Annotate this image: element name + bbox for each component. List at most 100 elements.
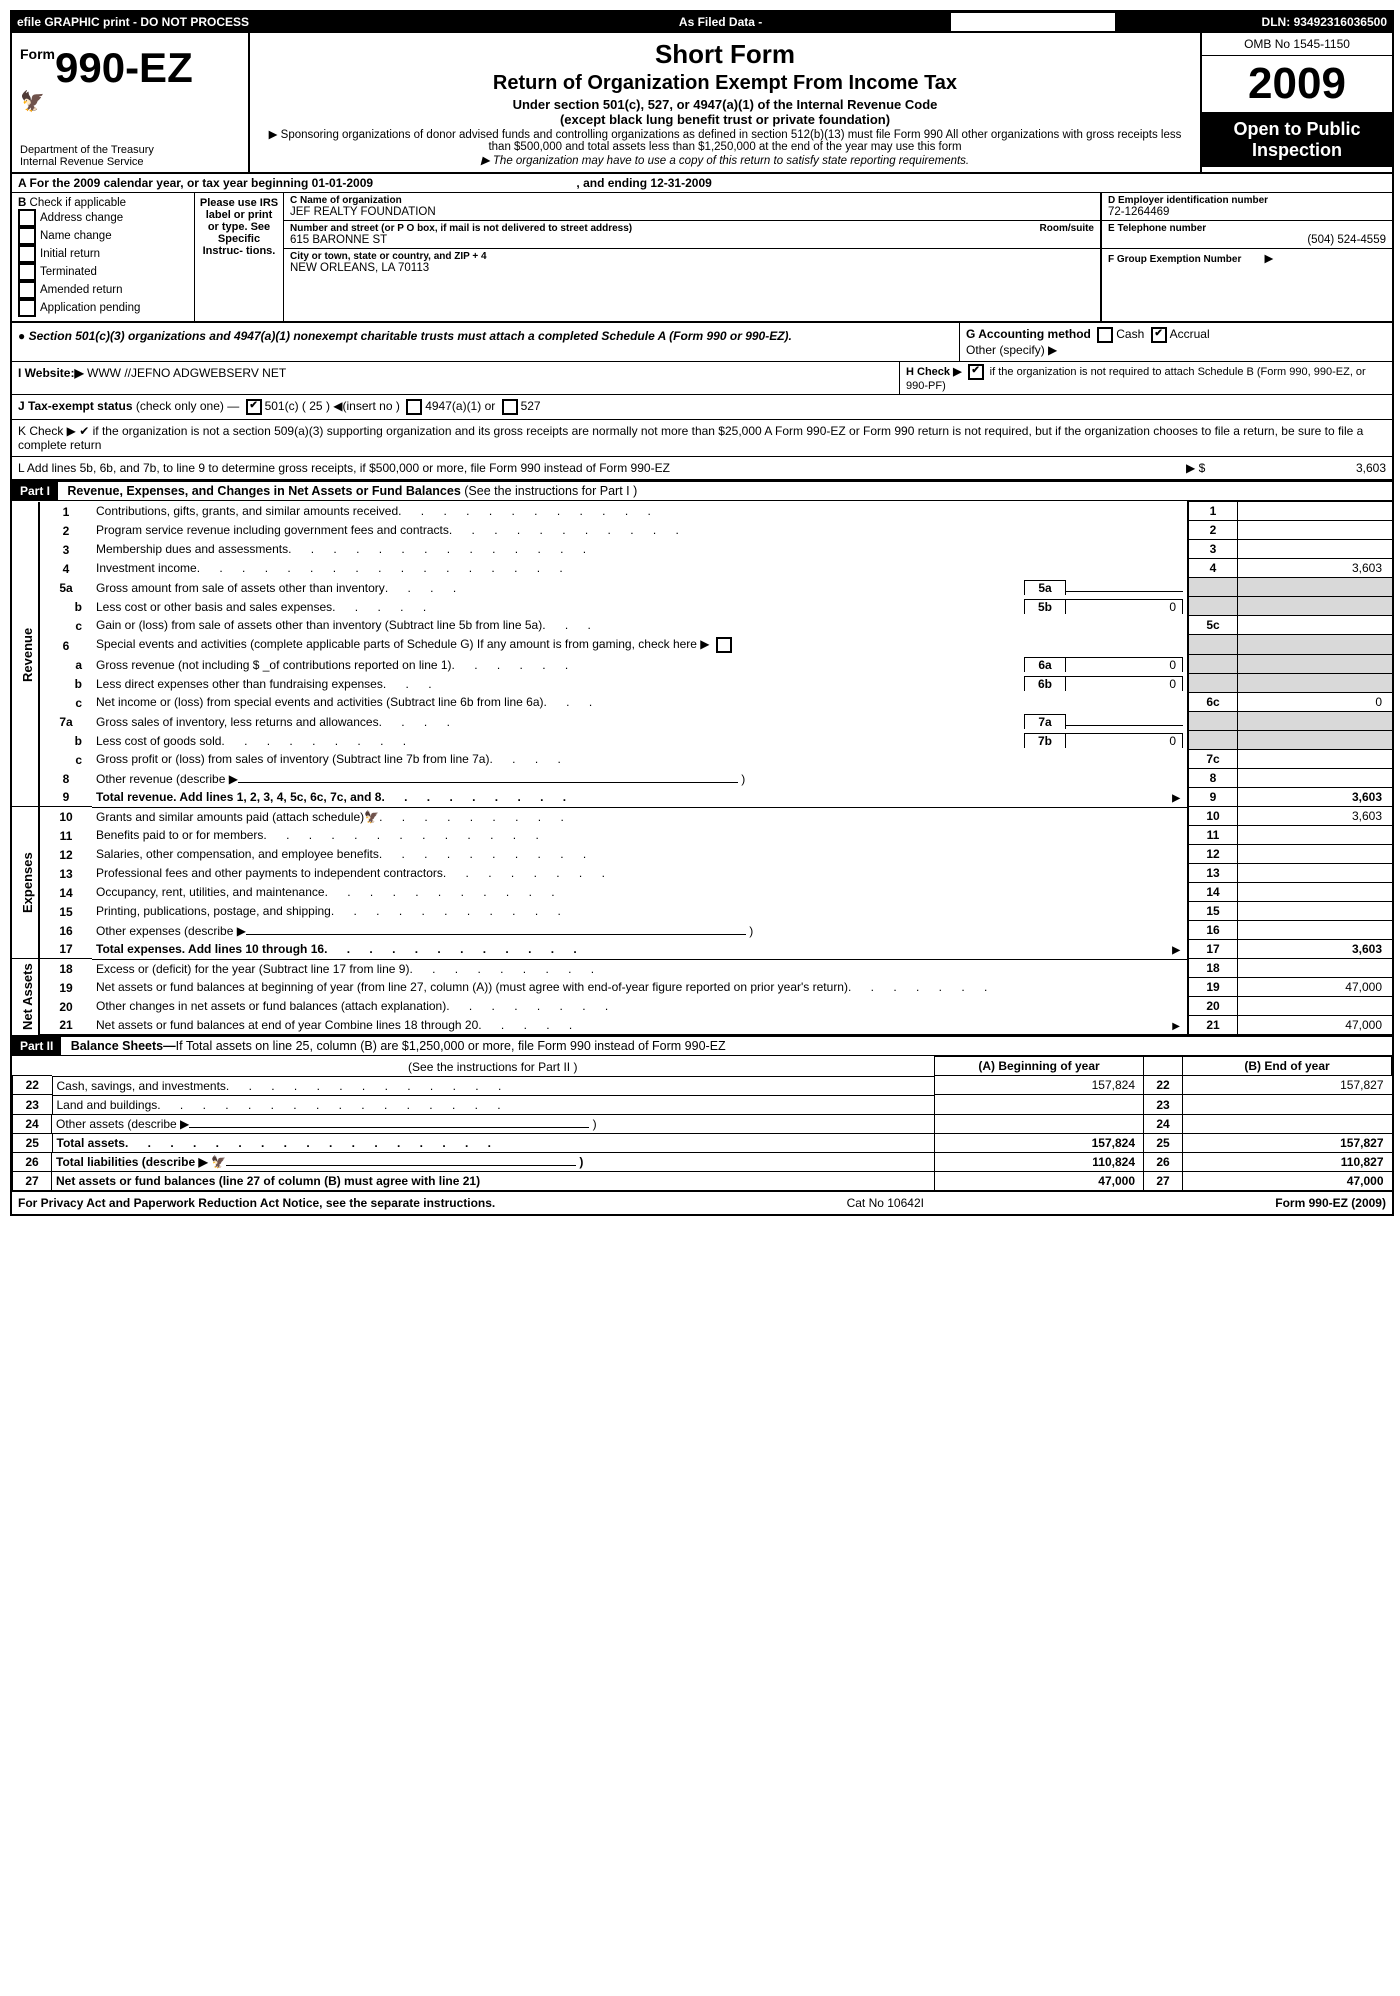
c-name-label: C Name of organization (290, 195, 1094, 206)
f-group-label: F Group Exemption Number (1108, 254, 1241, 265)
l6bv: 0 (1066, 676, 1183, 691)
l7c: Gross profit or (loss) from sales of inv… (96, 752, 489, 766)
form-ref: Form 990-EZ (2009) (1275, 1196, 1386, 1210)
l6cv: 0 (1238, 693, 1393, 712)
l18: Excess or (deficit) for the year (Subtra… (96, 962, 409, 976)
sponsor-note: ▶ Sponsoring organizations of donor advi… (258, 127, 1192, 153)
lbl-cash: Cash (1116, 327, 1144, 341)
state-note: ▶ The organization may have to use a cop… (258, 153, 1192, 167)
b-letter: B (18, 197, 26, 209)
privacy-notice: For Privacy Act and Paperwork Reduction … (18, 1196, 495, 1210)
side-expenses: Expenses (12, 807, 39, 959)
j-paren: (check only one) — (136, 399, 239, 413)
chk-amended[interactable] (18, 281, 36, 299)
chk-h[interactable] (968, 364, 984, 380)
l-value: 3,603 (1246, 461, 1386, 475)
asfiled-label: As Filed Data - (674, 13, 950, 33)
part1-header: Part I Revenue, Expenses, and Changes in… (12, 480, 1392, 501)
tax-year-end: 12-31-2009 (650, 176, 711, 190)
l8: Other revenue (describe ▶ (96, 772, 238, 786)
part2-title: Balance Sheets— (71, 1039, 176, 1053)
website: WWW //JEFNO ADGWEBSERV NET (87, 366, 286, 380)
p2-l23: Land and buildings (57, 1098, 158, 1112)
chk-terminated[interactable] (18, 263, 36, 281)
subtitle-1: Under section 501(c), 527, or 4947(a)(1)… (258, 97, 1192, 112)
p2-l27b: 47,000 (1183, 1172, 1392, 1191)
l11: Benefits paid to or for members (96, 828, 263, 842)
sec-501c3: ● Section 501(c)(3) organizations and 49… (12, 323, 959, 361)
org-street: 615 BARONNE ST (290, 234, 1094, 246)
i-label: I Website:▶ (18, 366, 84, 380)
l7a: Gross sales of inventory, less returns a… (96, 715, 379, 729)
part1-badge: Part I (12, 482, 58, 500)
chk-initial-return[interactable] (18, 245, 36, 263)
l9v: 3,603 (1238, 788, 1393, 807)
l12: Salaries, other compensation, and employ… (96, 847, 379, 861)
chk-app-pending[interactable] (18, 299, 36, 317)
l17: Total expenses. Add lines 10 through 16 (96, 942, 324, 956)
l3: Membership dues and assessments (96, 542, 288, 556)
lbl-terminated: Terminated (40, 266, 97, 278)
header: Form990-EZ 🦅 Department of the Treasury … (12, 33, 1392, 174)
irs-eagle-icon: 🦅 (20, 89, 240, 114)
l2: Program service revenue including govern… (96, 523, 449, 537)
l-arrow: ▶ $ (1186, 461, 1246, 475)
room-label: Room/suite (1040, 223, 1094, 234)
form-prefix: Form (20, 46, 55, 62)
l5bv: 0 (1066, 599, 1183, 614)
part2-instr: (See the instructions for Part II ) (52, 1057, 935, 1076)
tax-year: 2009 (1202, 56, 1392, 113)
line-h: H Check ▶ if the organization is not req… (899, 362, 1392, 394)
line-i: I Website:▶ WWW //JEFNO ADGWEBSERV NET (12, 362, 899, 394)
header-right: OMB No 1545-1150 2009 Open to Public Ins… (1200, 33, 1392, 172)
chk-4947[interactable] (406, 399, 422, 415)
part2-badge: Part II (12, 1037, 61, 1055)
part2-note: If Total assets on line 25, column (B) a… (176, 1039, 726, 1053)
chk-527[interactable] (502, 399, 518, 415)
g-other: Other (specify) ▶ (966, 343, 1057, 357)
l13: Professional fees and other payments to … (96, 866, 443, 880)
p2-l26a: 110,824 (935, 1153, 1144, 1172)
efile-label: efile GRAPHIC print - DO NOT PROCESS (13, 13, 675, 33)
short-form-title: Short Form (258, 39, 1192, 70)
dln-value: 93492316036500 (1294, 15, 1387, 29)
lbl-527: 527 (521, 399, 541, 413)
open-inspection: Open to Public Inspection (1202, 113, 1392, 167)
p2-l22: Cash, savings, and investments (57, 1079, 226, 1093)
chk-gaming[interactable] (716, 637, 732, 653)
line-l: L Add lines 5b, 6b, and 7b, to line 9 to… (12, 457, 1392, 480)
l10: Grants and similar amounts paid (attach … (96, 810, 364, 824)
check-if-applicable: Check if applicable (30, 197, 127, 209)
dln-cell: DLN: 93492316036500 (1116, 13, 1392, 33)
l20: Other changes in net assets or fund bala… (96, 999, 446, 1013)
p2-l27a: 47,000 (935, 1172, 1144, 1191)
l6a: Gross revenue (not including $ _of contr… (96, 658, 452, 672)
org-name: JEF REALTY FOUNDATION (290, 206, 1094, 218)
lbl-address-change: Address change (40, 212, 123, 224)
l6c: Net income or (loss) from special events… (96, 695, 544, 709)
chk-cash[interactable] (1097, 327, 1113, 343)
l15: Printing, publications, postage, and shi… (96, 904, 331, 918)
col-def: D Employer identification number 72-1264… (1100, 193, 1392, 321)
f-arrow: ▶ (1265, 253, 1274, 265)
col-c: C Name of organization JEF REALTY FOUNDA… (284, 193, 1100, 321)
and-ending: , and ending (576, 176, 650, 190)
p2-l22b: 157,827 (1183, 1076, 1392, 1095)
p2-l25b: 157,827 (1183, 1133, 1392, 1153)
chk-501c[interactable] (246, 399, 262, 415)
dept-treasury: Department of the Treasury (20, 144, 240, 156)
l6av: 0 (1066, 657, 1183, 672)
l4: Investment income (96, 561, 197, 575)
header-left: Form990-EZ 🦅 Department of the Treasury … (12, 33, 250, 172)
chk-address-change[interactable] (18, 209, 36, 227)
l19v: 47,000 (1238, 978, 1393, 997)
part1-lines: Revenue 1 Contributions, gifts, grants, … (12, 501, 1392, 1035)
l21: Net assets or fund balances at end of ye… (96, 1018, 478, 1032)
lbl-amended: Amended return (40, 284, 122, 296)
tax-year-begin: 01-01-2009 (312, 176, 373, 190)
h-label: H Check ▶ (906, 366, 962, 378)
chk-accrual[interactable] (1151, 327, 1167, 343)
chk-name-change[interactable] (18, 227, 36, 245)
l17v: 3,603 (1238, 940, 1393, 959)
l6: Special events and activities (complete … (96, 637, 710, 651)
